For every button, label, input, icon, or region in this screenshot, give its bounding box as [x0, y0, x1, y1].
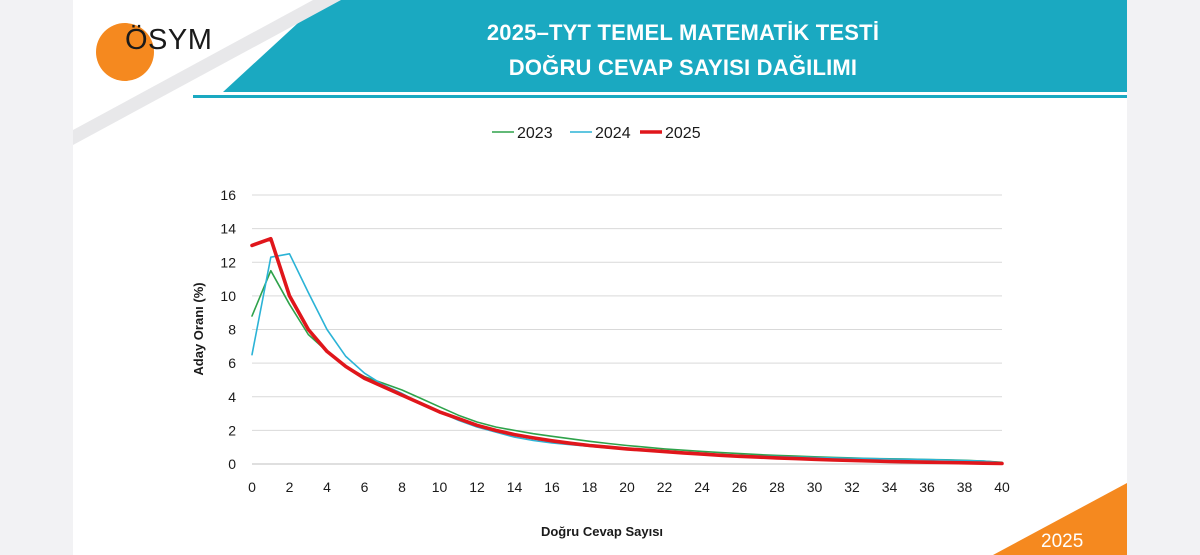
x-tick-label: 10	[432, 479, 448, 495]
y-axis-ticks: 0 2 4 6 8 10 12 14 16	[220, 187, 236, 472]
x-tick-label: 38	[957, 479, 973, 495]
x-tick-label: 20	[619, 479, 635, 495]
x-tick-label: 34	[882, 479, 898, 495]
series-line-2025	[250, 236, 1004, 466]
legend-label-2025: 2025	[665, 125, 701, 142]
x-tick-label: 36	[919, 479, 935, 495]
header-band	[223, 0, 1127, 92]
x-tick-label: 28	[769, 479, 785, 495]
x-tick-label: 18	[582, 479, 598, 495]
slide-background	[73, 0, 1127, 555]
header-shadow	[73, 0, 341, 145]
slide: ÖSYM 2025–TYT TEMEL MATEMATİK TESTİ DOĞR…	[73, 0, 1127, 555]
x-tick-label: 2	[286, 479, 294, 495]
x-tick-label: 40	[994, 479, 1010, 495]
osym-logo-text: ÖSYM	[125, 24, 213, 56]
x-tick-label: 24	[694, 479, 710, 495]
y-tick-label: 14	[220, 221, 236, 237]
legend-label-2023: 2023	[517, 125, 553, 142]
logo-circle	[96, 23, 154, 81]
corner-accent	[993, 483, 1127, 555]
x-tick-label: 30	[807, 479, 823, 495]
chart-legend: 2023 2024 2025	[492, 125, 701, 142]
page-subtitle: DOĞRU CEVAP SAYISI DAĞILIMI	[508, 55, 858, 80]
y-tick-label: 16	[220, 187, 236, 203]
y-axis-title: Aday Oranı (%)	[191, 282, 206, 375]
y-tick-label: 6	[228, 355, 236, 371]
x-tick-label: 26	[732, 479, 748, 495]
year-badge: 2025	[1041, 531, 1084, 552]
page-title: 2025–TYT TEMEL MATEMATİK TESTİ	[486, 20, 880, 45]
x-tick-label: 12	[469, 479, 485, 495]
x-tick-label: 6	[361, 479, 369, 495]
chart-series	[250, 236, 1004, 466]
x-tick-label: 8	[398, 479, 406, 495]
series-line-2024	[251, 253, 1003, 464]
y-tick-label: 2	[228, 422, 236, 438]
y-tick-label: 12	[220, 254, 236, 270]
y-tick-label: 10	[220, 288, 236, 304]
x-axis-title: Doğru Cevap Sayısı	[541, 524, 663, 539]
x-tick-label: 0	[248, 479, 256, 495]
y-tick-label: 8	[228, 322, 236, 338]
x-tick-label: 32	[844, 479, 860, 495]
y-tick-label: 0	[228, 456, 236, 472]
series-line-2023	[251, 269, 1003, 464]
x-tick-label: 4	[323, 479, 331, 495]
x-tick-label: 16	[544, 479, 560, 495]
legend-label-2024: 2024	[595, 125, 631, 142]
x-tick-label: 22	[657, 479, 673, 495]
x-tick-label: 14	[507, 479, 523, 495]
header-rule	[193, 95, 1127, 98]
chart-grid	[252, 194, 1002, 465]
x-axis-ticks: 0 2 4 6 8 10 12 14 16 18 20 22 24 26 28 30 32 34 36 38 40	[248, 479, 1010, 495]
y-tick-label: 4	[228, 389, 236, 405]
